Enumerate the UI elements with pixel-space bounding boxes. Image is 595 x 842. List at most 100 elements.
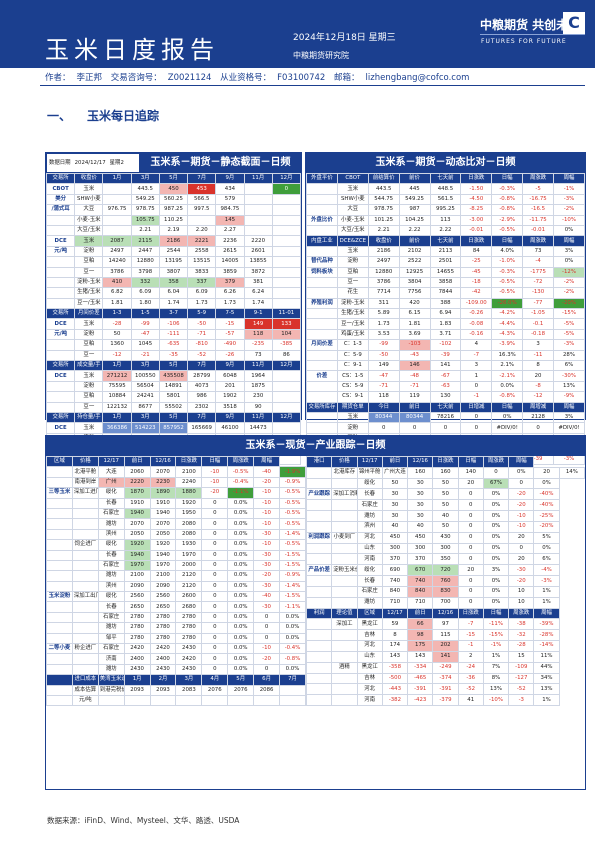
table-cell: 2780 [123,611,151,624]
table-cell: 6.15 [398,308,431,320]
table-cell: 30 [381,488,409,501]
table-cell: -2.9% [491,214,524,226]
table-cell: 北港库存 [331,466,358,479]
table-row: 元/吨 淀粉 2497 2447 2544 2558 2615 2601 [45,245,302,258]
table-cell [46,476,73,489]
table-cell: -4 [522,256,554,268]
table-cell: 0 [201,580,229,593]
table-cell: 122132 [102,401,132,414]
table-cell [305,629,333,642]
table-cell [71,653,99,665]
table-cell [46,622,73,634]
table-cell: 995.25 [429,204,462,216]
table-cell: -35 [158,349,189,362]
table-cell: 740 [381,575,409,587]
table-cell: -1.1% [279,601,306,613]
table-cell: -15% [553,308,585,320]
table-cell [71,507,99,520]
table-title: 玉米系－期货－动态比对－日频 [306,153,585,173]
table-cell [306,183,338,195]
table-cell: -47 [130,328,160,341]
author-name: 李正邦 [76,73,103,83]
table-cell: -0.4% [227,476,255,489]
table-cell: -0.3% [491,183,524,195]
table-row: SHW小麦 544.75 549.25 561.5 -4.50 -0.8% -16.75 -3… [306,193,585,206]
table-cell: 0 [367,422,400,434]
table-cell: 深加工出厂 [71,591,99,603]
table-cell: 6.09 [130,287,160,299]
table-cell: 50 [102,328,132,341]
table-cell: 0 [457,499,484,512]
table-cell: -109.00 [460,297,493,310]
table-cell: -0.8% [491,193,524,206]
table-cell: -45 [460,266,493,278]
table-cell [306,411,338,424]
table-cell: 7月 [187,360,217,372]
table-cell: 大豆 [336,204,369,216]
table-cell: -50 [367,349,400,362]
table-cell: -1 [457,640,484,652]
table-cell: 玉米 [336,183,369,195]
table-cell: 1 [460,370,493,382]
table-cell: -1 [460,391,493,403]
table-cell [331,585,358,598]
table-row: 淀粉 0 0 0 0 #DIV/0! 0 #DIV/0! [306,422,585,434]
table-cell [71,611,99,624]
table-cell: 2086 [253,684,281,697]
table-cell: 邹平 [97,632,125,645]
table-row: 玉米 443.5 445 448.5 -1.50 -0.3% -5 -1% [306,183,585,195]
table-cell: 日幅 [491,401,524,414]
table-cell: 101.25 [367,214,400,226]
table-cell: -20 [508,488,535,501]
table-cell: 50 [432,477,459,490]
table-cell: SHW小麦 [74,193,104,206]
table-cell: 山东 [356,650,383,663]
table-cell: -0.08 [460,318,493,330]
table-cell: 46100 [215,422,245,434]
table-cell: -40% [533,499,560,512]
table-cell: 66 [407,618,434,631]
table-cell: 1910 [149,497,177,509]
table-cell: 2102 [398,245,431,258]
table-cell [45,276,76,289]
table-cell: 绥化 [97,591,125,603]
table-cell: 97 [432,618,459,631]
table-cell: 外盘比价 [306,214,338,226]
table-cell: 5-9 [187,308,217,320]
table-cell: CS：5-9 [336,380,369,393]
table-cell: 深加工消耗 [331,488,358,501]
table-cell: 987 [398,204,431,216]
table-cell: 大连 [97,466,125,478]
table-cell [46,684,73,697]
table-cell: 271212 [102,370,132,382]
table-row: 三等玉米 深加工进厂 绥化 1870 1890 1880 -20 -1.1% -10 -0.5% [46,487,306,499]
table-cell [306,204,338,216]
table-cell: -24 [457,661,484,674]
table-cell: 141 [432,650,459,663]
table-cell [306,422,338,434]
table-cell: -77 [522,297,554,310]
table-cell: 976.75 [102,204,132,216]
table-row: 潍坊 2780 2780 2780 0 0.0% 0 0.0% [46,622,306,634]
table-cell: 30 [407,510,434,522]
table-cell: 6.09 [187,287,217,299]
table-cell: 小麦到厂 [331,531,358,544]
table-cell: 0% [533,542,560,555]
table-row: 大豆/玉米 2.21 2.22 2.22 -0.01 -0.5% -0.01 0% [306,224,585,237]
table-cell: 1940 [149,507,177,520]
table-cell: 2120 [175,570,203,582]
email-link[interactable]: lizhengbang@cofco.com [365,73,470,83]
table-cell: 12925 [398,266,431,278]
table-cell: 七天前 [429,401,462,414]
table-cell: 1.74 [158,297,189,310]
table-cell: 1% [533,694,560,707]
table-cell: 玉米 [74,318,104,330]
table-cell [45,297,76,310]
table-cell: 41 [457,694,484,707]
table-cell: 5月 [227,674,255,686]
table-cell: 0 [201,570,229,582]
table-cell: 绥化 [97,539,125,551]
table-cell: 绥化 [97,487,125,499]
table-cell: 8677 [130,401,160,414]
table-cell: 11-01 [271,308,302,320]
